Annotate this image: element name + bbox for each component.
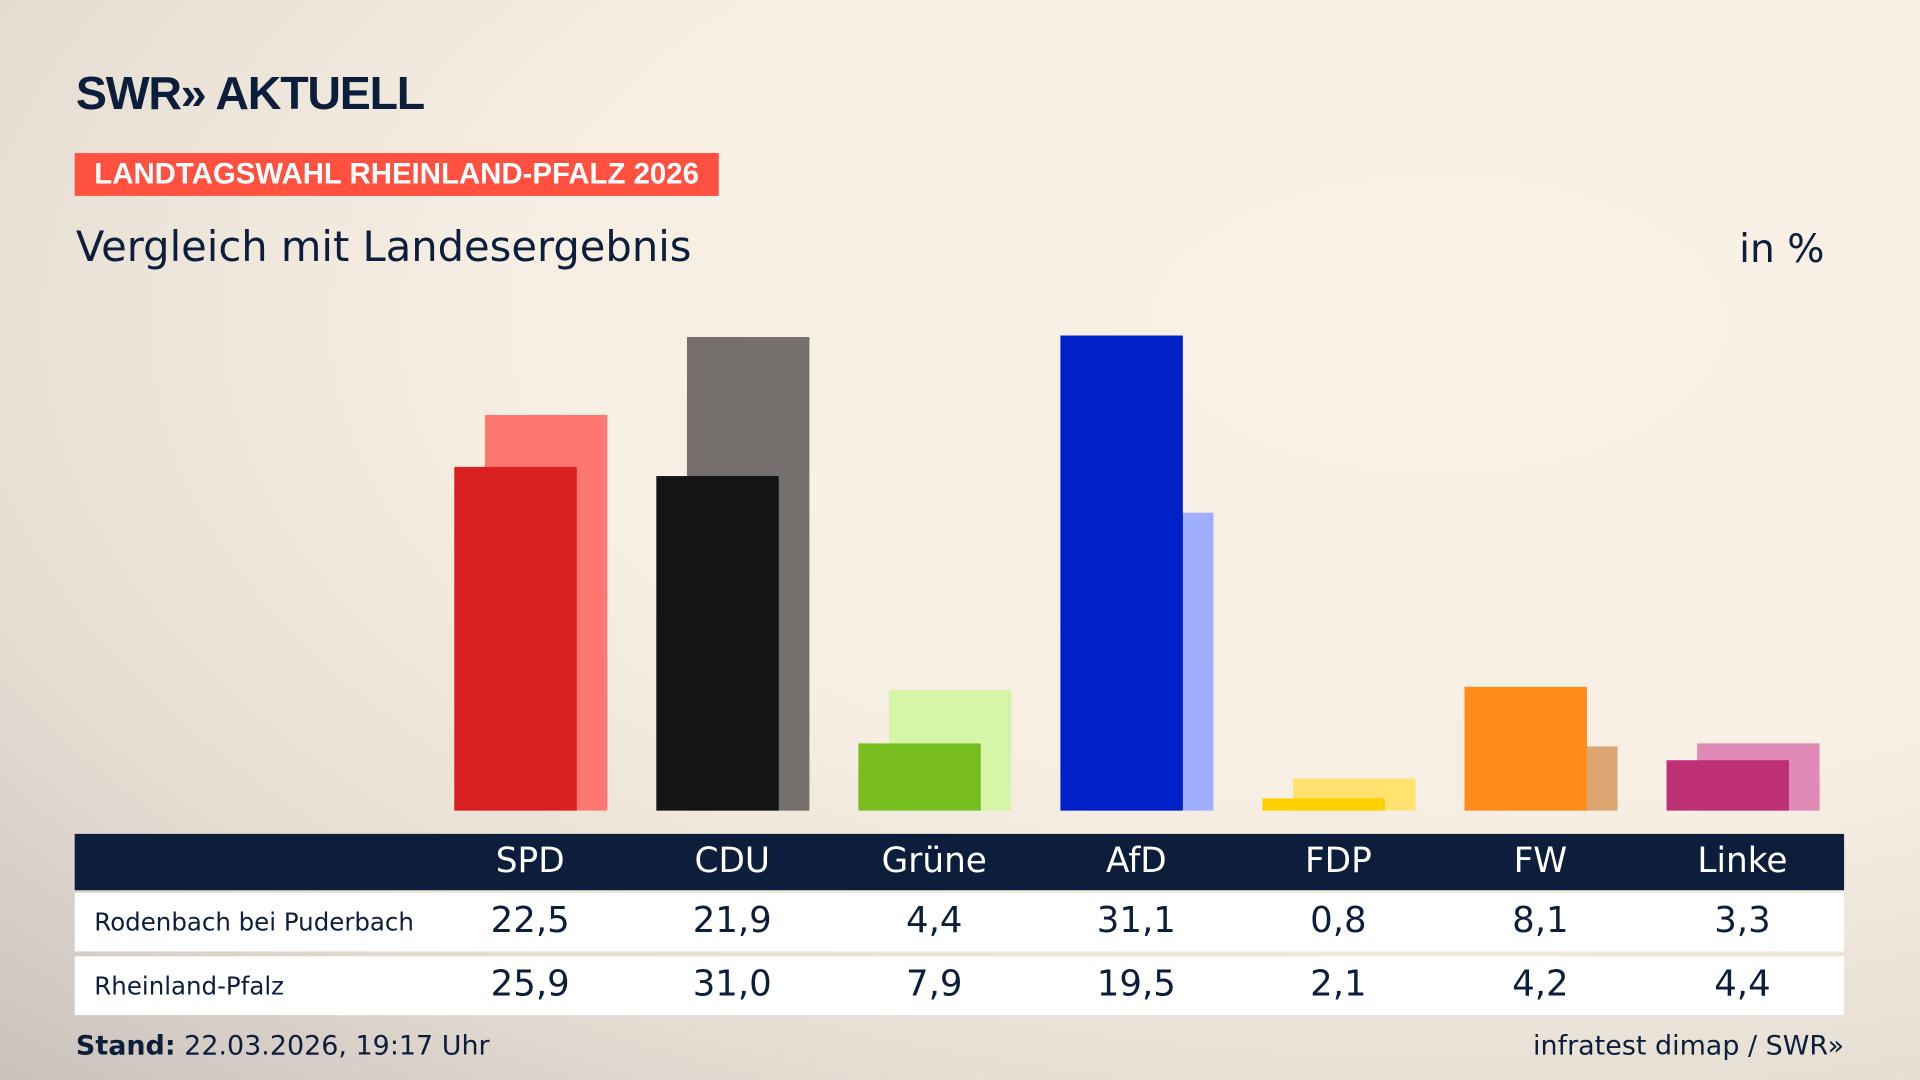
party-label: FDP <box>1304 840 1372 881</box>
value-label: 4,4 <box>906 898 963 941</box>
party-label: FW <box>1513 840 1568 881</box>
table-row: Rodenbach bei Puderbach 22,5 21,9 4,4 31,1 0,… <box>74 892 1845 952</box>
party-header-row: SPD CDU Grüne AfD FDP FW Linke <box>74 833 1845 891</box>
value-label: 4,4 <box>1714 962 1771 1005</box>
value-label: 21,9 <box>692 898 772 941</box>
value-label: 3,3 <box>1714 898 1771 941</box>
value-label: 31,0 <box>692 962 772 1005</box>
swr-aktuell-logo: SWR» AKTUELL <box>75 68 425 121</box>
election-badge: LANDTAGSWAHL RHEINLAND-PFALZ 2026 <box>74 153 719 196</box>
local-bar-spd <box>454 466 577 811</box>
value-label: 4,2 <box>1512 962 1569 1005</box>
row-label: Rheinland-Pfalz <box>94 971 284 1001</box>
stand-value: 22.03.2026, 19:17 Uhr <box>175 1031 490 1062</box>
value-label: 19,5 <box>1096 962 1176 1005</box>
local-bar-afd <box>1060 335 1183 811</box>
table-row: Rheinland-Pfalz 25,9 31,0 7,9 19,5 2,1 4,2 4,4 <box>74 956 1845 1016</box>
value-label: 31,1 <box>1096 898 1176 941</box>
chart-subtitle: Vergleich mit Landesergebnis <box>75 222 692 272</box>
local-bar-fdp <box>1262 798 1385 811</box>
value-label: 2,1 <box>1310 962 1367 1005</box>
local-bar-fw <box>1464 686 1587 811</box>
row-label: Rodenbach bei Puderbach <box>94 907 414 937</box>
party-label: Grüne <box>881 840 987 881</box>
value-label: 22,5 <box>490 898 570 941</box>
party-label: SPD <box>495 840 565 881</box>
value-label: 0,8 <box>1310 898 1367 941</box>
party-label: CDU <box>694 840 770 881</box>
value-label: 25,9 <box>490 962 570 1005</box>
stand-label: Stand: <box>75 1031 176 1062</box>
value-label: 7,9 <box>906 962 963 1005</box>
value-label: 8,1 <box>1512 898 1569 941</box>
party-label: Linke <box>1697 840 1788 881</box>
unit-label: in % <box>1739 225 1825 272</box>
local-bar-grüne <box>858 743 981 811</box>
results-table: SPD CDU Grüne AfD FDP FW Linke Rodenbach bei P… <box>74 833 1845 1016</box>
party-label: AfD <box>1105 840 1167 881</box>
local-bar-linke <box>1666 760 1789 811</box>
local-bar-cdu <box>656 476 779 811</box>
source-credit: infratest dimap / SWR» <box>1533 1031 1845 1062</box>
timestamp: Stand: 22.03.2026, 19:17 Uhr <box>76 1031 490 1062</box>
